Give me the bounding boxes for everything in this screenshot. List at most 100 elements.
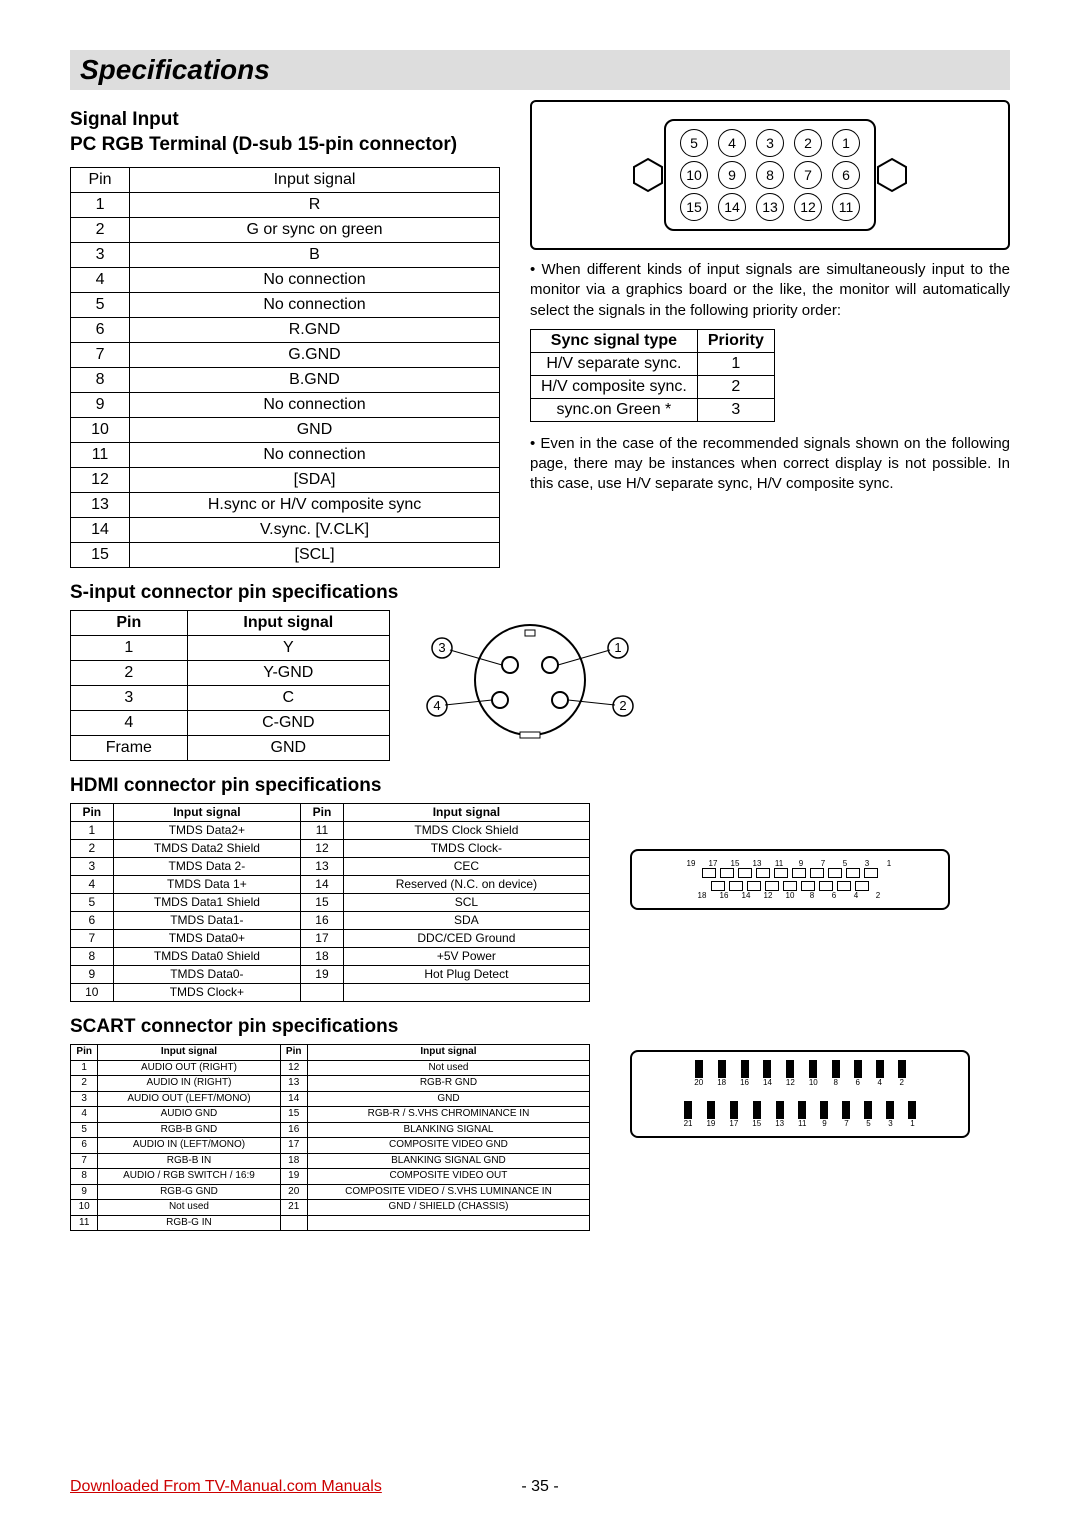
table-row: 5No connection [71, 293, 500, 318]
pin-label: 1 [910, 1119, 914, 1128]
table-row: 2TMDS Data2 Shield12TMDS Clock- [71, 840, 590, 858]
pin-label: 14 [763, 1078, 772, 1087]
scart-pin-icon [695, 1060, 703, 1078]
hdmi-pin-icon [774, 868, 788, 878]
pin-label: 5 [680, 129, 708, 157]
s-video-diagram: 1 3 2 4 [420, 610, 640, 750]
pin-label: 4 [877, 1078, 881, 1087]
pin-label: 15 [726, 859, 744, 868]
table-row: 8TMDS Data0 Shield18+5V Power [71, 948, 590, 966]
col-sync-type: Sync signal type [531, 329, 698, 352]
pin-label: 13 [748, 859, 766, 868]
scart-pin-icon [730, 1101, 738, 1119]
table-row: 3B [71, 243, 500, 268]
hdmi-pin-icon [756, 868, 770, 878]
hdmi-pin-icon [864, 868, 878, 878]
top-two-column: Signal Input PC RGB Terminal (D-sub 15-p… [70, 100, 1010, 568]
hex-icon [632, 157, 664, 193]
pin-label: 13 [775, 1119, 784, 1128]
svideo-pin2-label: 2 [619, 698, 626, 713]
table-row: 14V.sync. [V.CLK] [71, 518, 500, 543]
scart-pin-icon [753, 1101, 761, 1119]
table-row: 5RGB-B GND16BLANKING SIGNAL [71, 1122, 590, 1138]
pin-label: 10 [809, 1078, 818, 1087]
table-row: 6AUDIO IN (LEFT/MONO)17COMPOSITE VIDEO G… [71, 1138, 590, 1154]
hdmi-pin-icon [819, 881, 833, 891]
s-input-table: Pin Input signal 1Y2Y-GND3C4C-GNDFrameGN… [70, 610, 390, 761]
hex-icon [876, 157, 908, 193]
table-row: 2AUDIO IN (RIGHT)13RGB-R GND [71, 1076, 590, 1092]
pin-label: 6 [825, 891, 843, 900]
pin-label: 3 [888, 1119, 892, 1128]
hdmi-table: Pin Input signal Pin Input signal 1TMDS … [70, 803, 590, 1002]
scart-pin-icon [886, 1101, 894, 1119]
title-bar: Specifications [70, 50, 1010, 90]
note-recommended: Even in the case of the recommended sign… [530, 434, 1010, 495]
pin-label: 12 [759, 891, 777, 900]
hdmi-pin-icon [828, 868, 842, 878]
table-header-row: Pin Input signal [71, 168, 500, 193]
table-row: 13H.sync or H/V composite sync [71, 493, 500, 518]
pin-label: 14 [737, 891, 755, 900]
hdmi-pin-icon [801, 881, 815, 891]
hdmi-heading: HDMI connector pin specifications [70, 775, 1010, 797]
pin-label: 9 [822, 1119, 826, 1128]
hdmi-pin-icon [711, 881, 725, 891]
scart-pin-icon [898, 1060, 906, 1078]
pin-label: 12 [794, 193, 822, 221]
pin-label: 18 [717, 1078, 726, 1087]
scart-section: Pin Input signal Pin Input signal 1AUDIO… [70, 1044, 1010, 1231]
table-row: 10TMDS Clock+ [71, 984, 590, 1002]
table-row: FrameGND [71, 736, 390, 761]
pin-label: 2 [869, 891, 887, 900]
col-signal: Input signal [187, 611, 389, 636]
scart-pin-icon [908, 1101, 916, 1119]
pin-label: 11 [770, 859, 788, 868]
pin-label: 11 [832, 193, 860, 221]
table-row: 11RGB-G IN [71, 1215, 590, 1231]
pin-label: 2 [794, 129, 822, 157]
dsub15-diagram: 54321 109876 1514131211 [530, 100, 1010, 250]
table-row: 3C [71, 686, 390, 711]
page-number: - 35 - [521, 1478, 558, 1496]
table-row: 6R.GND [71, 318, 500, 343]
footer-link[interactable]: Downloaded From TV-Manual.com Manuals [70, 1478, 382, 1495]
pin-label: 15 [752, 1119, 761, 1128]
pin-label: 18 [693, 891, 711, 900]
hdmi-pin-icon [792, 868, 806, 878]
table-row: 8AUDIO / RGB SWITCH / 16:919COMPOSITE VI… [71, 1169, 590, 1185]
table-row: 1Y [71, 636, 390, 661]
table-row: sync.on Green *3 [531, 398, 775, 421]
pin-label: 12 [786, 1078, 795, 1087]
svideo-pin1-label: 1 [614, 640, 621, 655]
pin-label: 8 [803, 891, 821, 900]
pin-label: 6 [832, 161, 860, 189]
table-row: 4AUDIO GND15RGB-R / S.VHS CHROMINANCE IN [71, 1107, 590, 1123]
scart-pin-icon [741, 1060, 749, 1078]
svideo-pin3-label: 3 [438, 640, 445, 655]
pin-label: 9 [718, 161, 746, 189]
scart-pin-icon [763, 1060, 771, 1078]
pin-label: 4 [718, 129, 746, 157]
hdmi-pin-icon [846, 868, 860, 878]
table-row: 1TMDS Data2+11TMDS Clock Shield [71, 822, 590, 840]
pin-label: 17 [729, 1119, 738, 1128]
pin-label: 17 [704, 859, 722, 868]
table-row: 10Not used21GND / SHIELD (CHASSIS) [71, 1200, 590, 1216]
note-priority: When different kinds of input signals ar… [530, 260, 1010, 321]
pin-label: 8 [833, 1078, 837, 1087]
pin-label: 1 [832, 129, 860, 157]
pin-label: 21 [684, 1119, 693, 1128]
hdmi-pin-icon [810, 868, 824, 878]
table-row: 15[SCL] [71, 543, 500, 568]
scart-pin-icon [820, 1101, 828, 1119]
hdmi-pin-icon [747, 881, 761, 891]
scart-pin-icon [842, 1101, 850, 1119]
pin-label: 5 [836, 859, 854, 868]
s-input-heading: S-input connector pin specifications [70, 582, 1010, 604]
table-row: 12[SDA] [71, 468, 500, 493]
table-row: 4No connection [71, 268, 500, 293]
scart-pin-icon [864, 1101, 872, 1119]
scart-pin-icon [798, 1101, 806, 1119]
table-row: 2G or sync on green [71, 218, 500, 243]
